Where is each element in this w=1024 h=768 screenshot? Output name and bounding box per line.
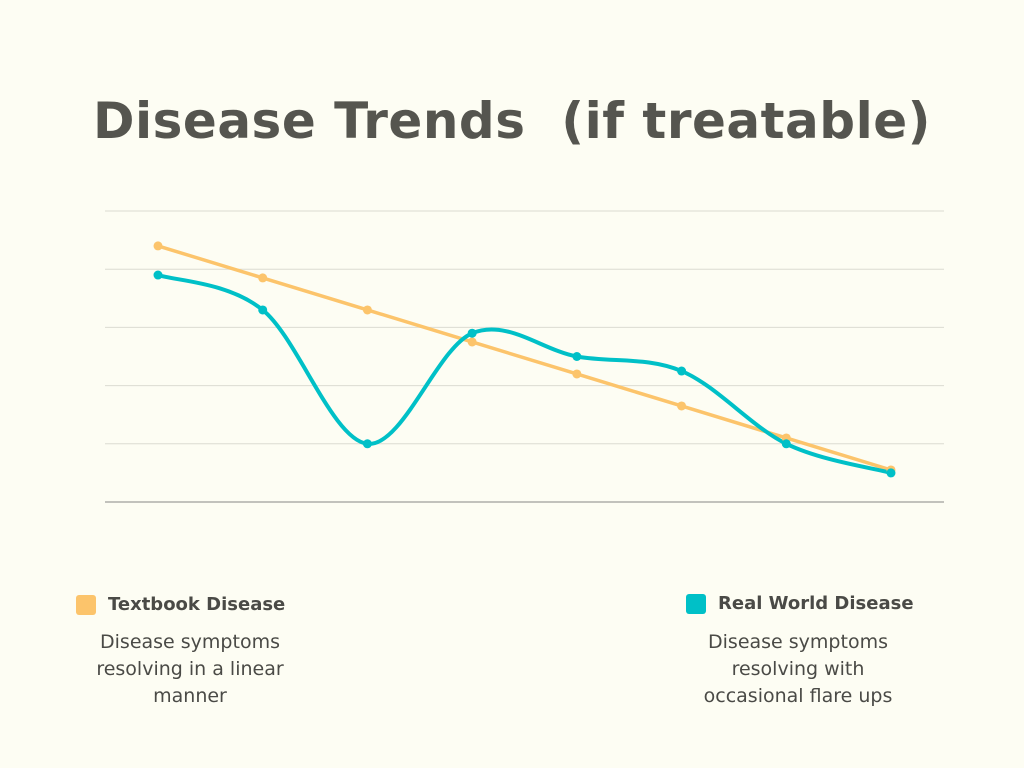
data-point-textbook — [677, 401, 687, 411]
series-points — [153, 241, 896, 478]
data-point-real — [781, 439, 791, 449]
data-point-textbook — [153, 241, 163, 251]
data-point-real — [258, 305, 268, 315]
series-line-real — [156, 273, 893, 475]
series-lines — [156, 244, 893, 475]
legend-label-textbook: Textbook Disease — [108, 594, 286, 615]
legend-desc-line: Disease symptoms — [708, 631, 888, 653]
data-point-real — [677, 366, 687, 376]
legend-item-real: Real World Disease — [686, 593, 914, 614]
legend-desc-line: manner — [153, 685, 227, 707]
data-point-real — [572, 352, 582, 361]
data-point-real — [467, 328, 477, 338]
legend-label-real: Real World Disease — [718, 593, 914, 614]
legend-item-textbook: Textbook Disease — [76, 594, 285, 615]
data-point-textbook — [258, 273, 268, 283]
legend-desc-line: Disease symptoms — [100, 631, 280, 653]
data-point-textbook — [572, 369, 582, 379]
legend-desc-line: resolving in a linear — [96, 658, 284, 680]
data-point-real — [362, 439, 372, 449]
legend-desc-line: resolving with — [731, 658, 865, 680]
series-line-textbook — [156, 244, 893, 472]
chart-title: Disease Trends (if treatable) — [93, 92, 931, 150]
legend-desc-line: occasional flare ups — [703, 685, 893, 707]
legend-description-textbook: Disease symptoms resolving in a linear m… — [60, 629, 320, 710]
data-point-textbook — [362, 305, 372, 315]
data-point-real — [886, 468, 896, 478]
legend-swatch-real — [686, 593, 706, 614]
data-point-real — [153, 270, 163, 280]
legend-swatch-textbook — [76, 594, 96, 615]
data-point-textbook — [467, 337, 477, 347]
legend-description-real: Disease symptoms resolving with occasion… — [668, 629, 928, 710]
